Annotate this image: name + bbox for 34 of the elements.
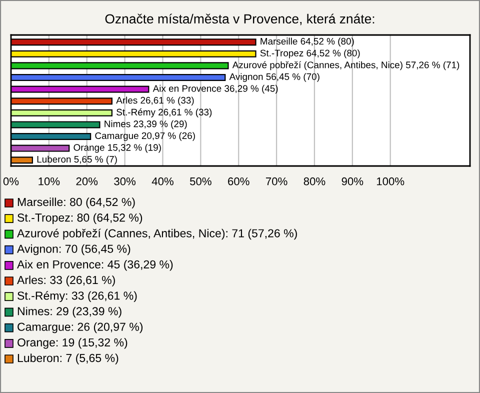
text: Camargue: 26 (20,97 %)	[18, 322, 143, 334]
x-tick-label: 100%	[376, 177, 404, 186]
text: Nimes: 29 (23,39 %)	[18, 306, 122, 318]
x-tick-label: 40%	[152, 177, 174, 186]
text: Marseille: 80 (64,52 %)	[18, 198, 135, 208]
x-tick-label: 70%	[266, 177, 288, 186]
x-tick-label: 60%	[228, 177, 250, 186]
x-tick-label: 80%	[304, 177, 326, 186]
text: Avignon: 70 (56,45 %)	[17, 244, 130, 256]
data-label: Arles 26,61 % (33)	[116, 96, 194, 106]
text: St.-Rémy: 33 (26,61 %)	[18, 291, 137, 302]
data-label: Marseille 64,52 % (80)	[260, 38, 354, 46]
text: Orange: 19 (15,32 %)	[18, 338, 128, 349]
data-label: Aix en Provence 36,29 % (45)	[152, 84, 278, 94]
x-tick-label: 50%	[190, 177, 212, 186]
x-tick-label: 90%	[342, 177, 364, 186]
data-label: Camargue 20,97 % (26)	[95, 132, 195, 141]
data-label: St.-Tropez 64,52 % (80)	[260, 49, 360, 58]
data-label: Orange 15,32 % (19)	[74, 144, 161, 153]
data-label: Azurové pobřeží (Cannes, Antibes, Nice) 57,26 % (71)	[232, 61, 460, 70]
data-label: St.-Rémy 26,61 % (33)	[116, 108, 212, 118]
text: Azurové pobřeží (Cannes, Antibes, Nice): 71 (57,26 %)	[17, 228, 297, 240]
chart-title: Označte místa/města v Provence, která znáte:	[105, 14, 374, 26]
data-label: Nimes 23,39 % (29)	[104, 120, 187, 130]
data-label: Avignon 56,45 % (70)	[229, 73, 320, 82]
x-tick-label: 30%	[114, 177, 136, 186]
x-tick-label: 10%	[38, 177, 60, 186]
text: Luberon: 7 (5,65 %)	[18, 354, 118, 364]
data-label: Luberon 5,65 % (7)	[37, 156, 117, 164]
text: Aix en Provence: 45 (36,29 %)	[17, 260, 173, 271]
text: Arles: 33 (26,61 %)	[17, 276, 115, 286]
text: St.-Tropez: 80 (64,52 %)	[18, 213, 142, 224]
x-tick-label: 0%	[3, 177, 19, 186]
x-tick-label: 20%	[76, 177, 98, 186]
